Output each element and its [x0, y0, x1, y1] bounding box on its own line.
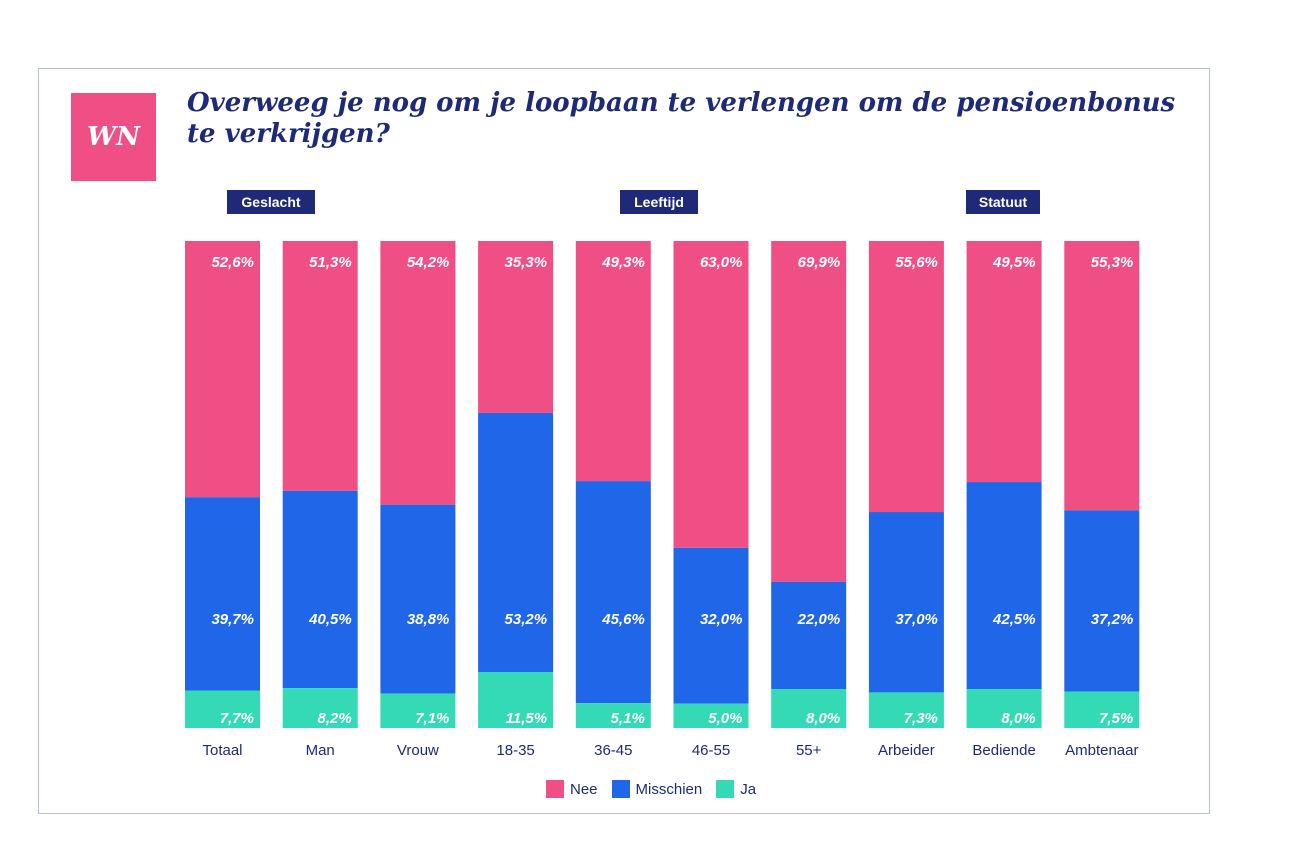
value-label-misschien: 40,5% [308, 611, 352, 628]
logo-text: WN [87, 122, 140, 152]
value-label-misschien: 32,0% [700, 611, 743, 628]
bar-nee [673, 241, 749, 548]
bar-misschien [1064, 510, 1140, 692]
value-label-misschien: 37,0% [895, 611, 938, 628]
value-label-nee: 55,3% [1091, 254, 1134, 271]
bar-misschien [966, 482, 1042, 690]
value-label-nee: 54,2% [407, 254, 450, 271]
value-label-ja: 7,3% [904, 710, 938, 727]
bar-misschien [771, 581, 847, 690]
value-label-nee: 49,5% [992, 254, 1036, 271]
bar-nee [575, 241, 651, 482]
bar-misschien [282, 490, 358, 689]
value-label-misschien: 42,5% [992, 611, 1036, 628]
legend-swatch-nee [546, 780, 564, 798]
bar-ja [380, 693, 456, 728]
legend-label-nee: Nee [570, 780, 598, 798]
bar-ja [673, 703, 749, 728]
bar-nee [868, 241, 944, 513]
value-label-misschien: 53,2% [505, 611, 548, 628]
bar-ja [575, 703, 651, 728]
bar-ja [478, 671, 554, 728]
group-label-age: Leeftijd [620, 190, 698, 214]
value-label-nee: 52,6% [211, 254, 254, 271]
legend-item-ja: Ja [716, 780, 756, 798]
legend-label-misschien: Misschien [635, 780, 703, 798]
value-label-nee: 55,6% [895, 254, 938, 271]
legend-item-nee: Nee [546, 780, 598, 798]
chart-title: Overweeg je nog om je loopbaan te verlen… [187, 88, 1176, 149]
legend-swatch-ja [716, 780, 735, 798]
bar-nee [966, 241, 1042, 483]
bar-nee [380, 241, 456, 505]
category-label: Arbeider [878, 742, 935, 759]
legend-item-misschien: Misschien [611, 780, 703, 798]
category-label: 55+ [796, 742, 822, 759]
value-label-ja: 11,5% [506, 710, 547, 727]
category-label: 36-45 [594, 742, 632, 759]
value-label-ja: 7,5% [1099, 710, 1133, 727]
category-label: Bediende [972, 742, 1035, 759]
value-label-misschien: 22,0% [797, 611, 841, 628]
value-label-misschien: 39,7% [211, 611, 254, 628]
bar-nee [1064, 241, 1140, 511]
value-label-ja: 7,7% [220, 710, 254, 727]
value-label-ja: 8,2% [317, 710, 351, 727]
value-label-ja: 8,0% [1001, 710, 1035, 727]
bar-misschien [185, 497, 260, 691]
value-label-ja: 5,1% [611, 710, 645, 727]
value-label-nee: 35,3% [505, 254, 548, 271]
value-label-ja: 7,1% [415, 710, 449, 727]
bar-ja [868, 692, 944, 728]
category-label: Man [306, 742, 335, 759]
wn-logo: WN [71, 93, 156, 181]
value-label-misschien: 38,8% [407, 611, 450, 628]
category-label: 46-55 [692, 742, 730, 759]
category-label: Vrouw [397, 742, 439, 759]
bar-misschien [575, 481, 651, 704]
category-label: Totaal [202, 742, 242, 759]
bar-misschien [673, 547, 749, 704]
bar-ja [966, 689, 1042, 728]
bar-misschien [380, 504, 456, 694]
legend: Nee Misschien Ja [546, 780, 760, 798]
bar-nee [771, 241, 847, 582]
legend-label-ja: Ja [740, 780, 757, 798]
category-label: 18-35 [496, 742, 534, 759]
bar-nee [282, 241, 358, 491]
bar-nee [478, 241, 554, 413]
bar-nee [185, 241, 260, 498]
legend-swatch-misschien [611, 780, 630, 798]
group-label-status: Statuut [966, 190, 1040, 214]
group-label-gender: Geslacht [227, 190, 315, 214]
bar-misschien [868, 512, 944, 693]
value-label-nee: 63,0% [700, 254, 743, 271]
bar-ja [1064, 691, 1140, 728]
bar-misschien [478, 412, 554, 672]
value-label-nee: 51,3% [309, 254, 352, 271]
value-label-nee: 69,9% [798, 254, 841, 271]
category-label: Ambtenaar [1065, 742, 1138, 759]
value-label-ja: 5,0% [708, 710, 742, 727]
bar-ja [282, 688, 358, 728]
bar-ja [185, 690, 260, 728]
value-label-ja: 8,0% [806, 710, 840, 727]
bar-ja [771, 689, 847, 728]
value-label-misschien: 45,6% [601, 611, 645, 628]
value-label-misschien: 37,2% [1091, 611, 1134, 628]
value-label-nee: 49,3% [601, 254, 645, 271]
